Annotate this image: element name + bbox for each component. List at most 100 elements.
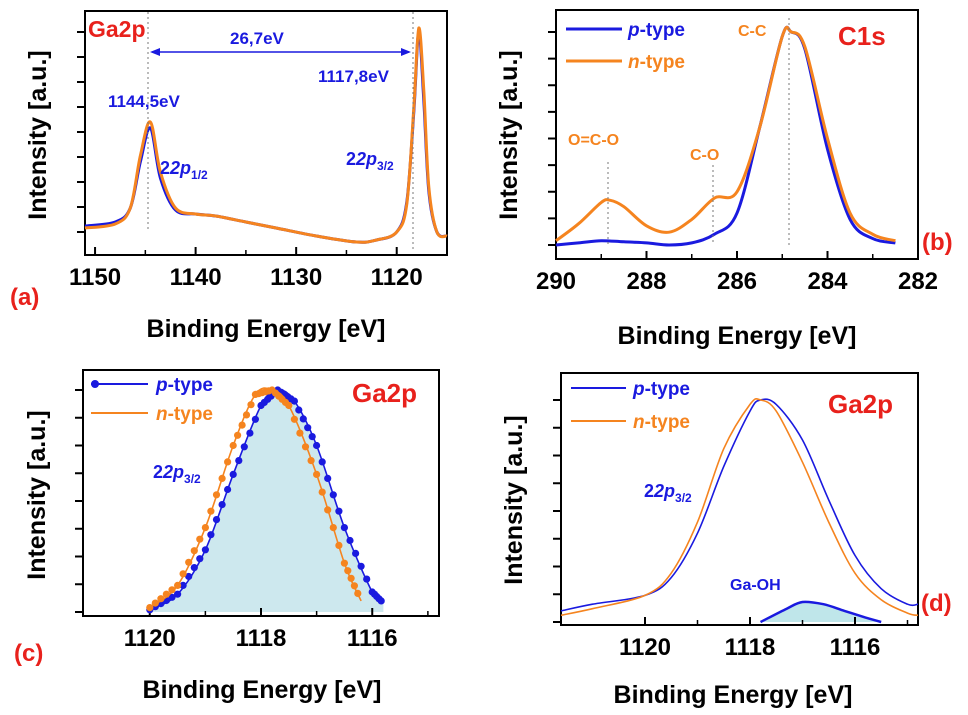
panel-d-plot-frame — [560, 372, 919, 626]
panel-d-2p32-p: 2p — [653, 481, 675, 501]
panel-c-series — [146, 386, 385, 614]
panel-a-ticks: 1150 1140 1130 1120 — [69, 31, 423, 291]
panel-c-marker-n-type — [335, 541, 343, 550]
panel-c-xtick-label: 1120 — [124, 625, 176, 652]
panel-c-marker-p-type — [357, 562, 365, 570]
panel-c-legend-n-label: n-type — [156, 404, 213, 425]
panel-c-marker-n-type — [313, 470, 321, 478]
panel-c-marker-p-type — [335, 507, 343, 515]
panel-c-xtick-label: 1116 — [347, 625, 398, 652]
panel-a-xtick-label: 1120 — [371, 264, 423, 291]
panel-c-marker-p-type — [352, 549, 360, 558]
panel-c-tag: (c) — [14, 640, 43, 667]
panel-c-marker-n-type — [146, 604, 154, 612]
panel-c-ylabel: Intensity [a.u.] — [23, 410, 51, 579]
panel-c-marker-p-type — [179, 581, 187, 590]
panel-c-marker-p-type — [318, 458, 326, 466]
panel-a-tag: (a) — [10, 284, 39, 311]
panel-c-marker-n-type — [224, 458, 232, 466]
panel-c-marker-n-type — [307, 457, 315, 465]
panel-c-marker-n-type — [347, 574, 355, 582]
panel-d: 1120 1118 1116 p-type n-type Ga2p 22p3/2 G… — [500, 372, 952, 709]
panel-c-marker-p-type — [299, 415, 307, 423]
panel-c-2p32-label: 22p3/2 — [153, 462, 201, 486]
panel-b-title: C1s — [838, 21, 886, 51]
panel-c-marker-n-type — [354, 589, 362, 598]
panel-c-marker-p-type — [313, 441, 321, 450]
panel-c-marker-n-type — [301, 443, 310, 451]
panel-c-marker-p-type — [246, 429, 254, 437]
panel-c-marker-n-type — [229, 441, 237, 450]
panel-b-ticks: 290 288 286 284 282 — [536, 31, 938, 295]
panel-d-ticks: 1120 1118 1116 — [553, 399, 909, 661]
panel-a-arrowhead-left — [150, 48, 160, 56]
panel-a-series — [84, 26, 448, 244]
panel-c-marker-n-type — [344, 567, 352, 575]
panel-c-legend-n-italic: n — [156, 404, 168, 425]
panel-c-legend-n-rest: -type — [168, 404, 213, 425]
panel-b-tag: (b) — [922, 229, 953, 256]
panel-c-marker-n-type — [296, 429, 304, 437]
panel-c-marker-n-type — [329, 524, 337, 532]
panel-a-xtick-label: 1150 — [69, 264, 121, 291]
panel-b-series-p-type — [555, 25, 896, 247]
panel-c-marker-n-type — [285, 401, 293, 410]
panel-b-xtick-label: 286 — [717, 268, 757, 295]
panel-d-tag: (d) — [921, 590, 952, 617]
panel-c-marker-n-type — [162, 590, 170, 598]
panel-c-marker-p-type — [251, 415, 259, 423]
panel-a-series-p-type — [84, 30, 448, 244]
panel-c-2p32-p: 2p — [162, 462, 184, 482]
panel-c-marker-n-type — [218, 474, 226, 482]
panel-a-xtick-label: 1130 — [270, 264, 322, 291]
panel-c-marker-p-type — [229, 470, 237, 478]
panel-b-oco-label: O=C-O — [568, 132, 619, 149]
panel-a-xlabel: Binding Energy [eV] — [147, 315, 386, 343]
panel-b-xtick-label: 290 — [536, 268, 576, 295]
panel-b-legend-n-rest: -type — [640, 52, 685, 73]
panel-a-title: Ga2p — [88, 16, 146, 42]
panel-d-ylabel: Intensity [a.u.] — [500, 415, 528, 584]
panel-d-legend-p-label: p-type — [632, 379, 690, 400]
panel-a-2p32-p: 2p — [355, 149, 377, 169]
panel-c-marker-p-type — [329, 491, 337, 499]
panel-a-ylabel: Intensity [a.u.] — [24, 50, 52, 219]
panel-c-marker-n-type — [179, 570, 187, 578]
panel-c-legend-p-rest: -type — [168, 375, 213, 396]
panel-d-series-n-type — [560, 397, 919, 617]
panel-c-legend-p-label: p-type — [155, 375, 213, 396]
panel-d-2p32-prefix: 2 — [644, 481, 654, 501]
panel-a: 1150 1140 1130 1120 Ga2p 26,7eV 1144,5eV 11… — [10, 10, 448, 343]
panel-c-fit-area — [149, 389, 384, 612]
panel-a-2p12-sub: 1/2 — [191, 168, 208, 182]
panel-c-marker-n-type — [207, 507, 215, 515]
panel-a-series-n-type — [84, 26, 448, 244]
panel-d-xlabel: Binding Energy [eV] — [614, 681, 853, 709]
panel-c-2p32-prefix: 2 — [153, 462, 163, 482]
panel-c-marker-p-type — [190, 564, 198, 572]
panel-d-title: Ga2p — [828, 389, 893, 419]
panel-c-marker-n-type — [212, 491, 221, 499]
panel-c-marker-n-type — [318, 488, 326, 496]
panel-c-marker-p-type — [212, 516, 221, 524]
panel-d-2p32-label: 22p3/2 — [644, 481, 692, 505]
panel-b-xtick-label: 288 — [626, 268, 666, 295]
panel-c-marker-n-type — [174, 581, 182, 590]
panel-c-series-n-type — [149, 387, 362, 609]
panel-c-marker-n-type — [196, 535, 204, 543]
panel-c-marker-n-type — [157, 595, 165, 603]
panel-d-xtick-label: 1120 — [619, 634, 671, 661]
panel-b-xtick-label: 282 — [898, 268, 938, 295]
panel-b-legend-p-rest: -type — [640, 20, 685, 41]
panel-c-fill — [149, 389, 384, 612]
panel-c-xtick-label: 1118 — [236, 625, 287, 652]
panel-a-2p12-p: 2p — [169, 158, 191, 178]
panel-a-2p32-sub: 3/2 — [377, 159, 394, 173]
panel-c-ticks: 1120 1118 1116 — [75, 389, 429, 652]
panel-a-2p32-label: 22p3/2 — [346, 149, 394, 173]
panel-b-xlabel: Binding Energy [eV] — [618, 322, 857, 350]
panel-a-2p12-label: 22p1/2 — [160, 158, 208, 182]
panel-d-series — [560, 397, 919, 624]
panel-d-legend-p-rest: -type — [645, 379, 690, 400]
